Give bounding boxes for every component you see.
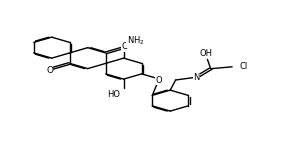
Text: NH$_2$: NH$_2$: [127, 35, 144, 47]
Text: Cl: Cl: [240, 62, 248, 70]
Text: OH: OH: [199, 49, 212, 58]
Text: O: O: [46, 66, 53, 75]
Text: N: N: [193, 73, 200, 82]
Text: O: O: [156, 76, 162, 85]
Text: O: O: [121, 42, 128, 51]
Text: HO: HO: [107, 90, 121, 99]
